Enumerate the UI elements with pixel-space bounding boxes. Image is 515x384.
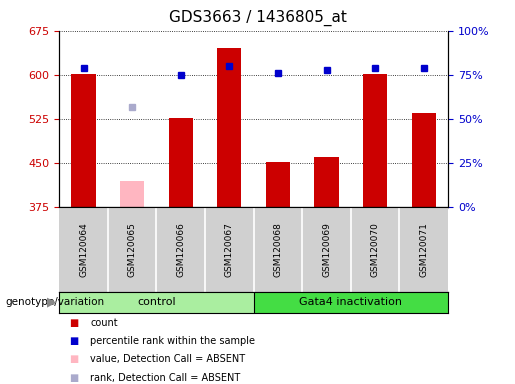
Text: GSM120071: GSM120071 [419,222,428,277]
Text: Gata4 inactivation: Gata4 inactivation [299,297,402,308]
Bar [168,118,193,207]
Bar [59,292,253,313]
Text: GSM120064: GSM120064 [79,222,88,277]
Text: GSM120068: GSM120068 [273,222,282,277]
Bar [217,48,242,207]
Text: GDS3663 / 1436805_at: GDS3663 / 1436805_at [168,10,347,26]
Text: rank, Detection Call = ABSENT: rank, Detection Call = ABSENT [90,373,241,383]
Text: GSM120066: GSM120066 [176,222,185,277]
Text: percentile rank within the sample: percentile rank within the sample [90,336,255,346]
Text: ■: ■ [70,373,79,383]
Text: ▶: ▶ [47,296,57,309]
Text: ■: ■ [70,336,79,346]
Text: control: control [137,297,176,308]
Text: GSM120069: GSM120069 [322,222,331,277]
Bar [314,157,339,207]
Text: GSM120065: GSM120065 [128,222,136,277]
Bar [253,292,448,313]
Text: GSM120067: GSM120067 [225,222,234,277]
Bar [363,74,387,207]
Text: ■: ■ [70,318,79,328]
Bar [72,74,96,207]
Bar [411,113,436,207]
Bar [266,162,290,207]
Text: GSM120070: GSM120070 [371,222,380,277]
Text: ■: ■ [70,354,79,364]
Text: genotype/variation: genotype/variation [5,297,104,308]
Text: count: count [90,318,118,328]
Text: value, Detection Call = ABSENT: value, Detection Call = ABSENT [90,354,245,364]
Bar [120,181,144,207]
